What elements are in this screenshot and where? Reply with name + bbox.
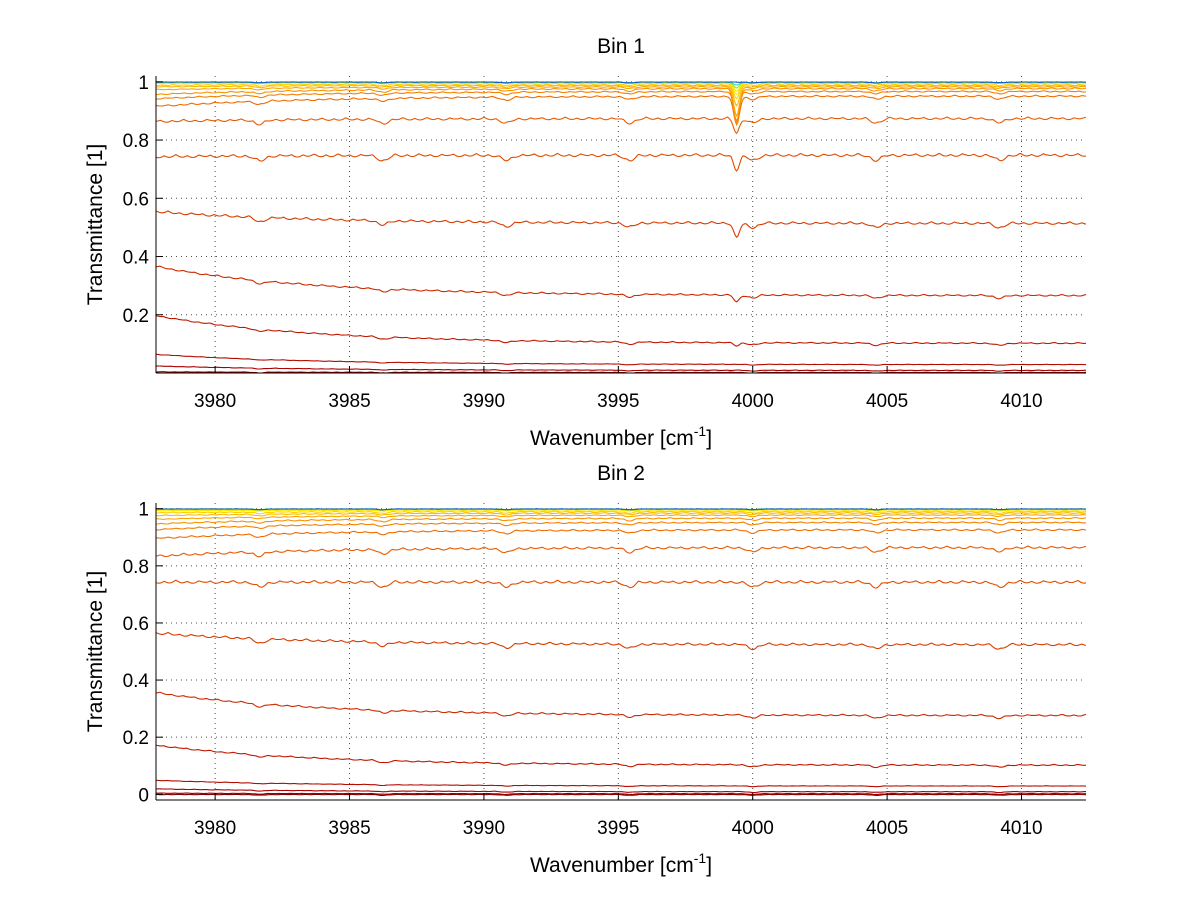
- series-line: [156, 788, 1086, 794]
- y-tick-label: 1: [138, 73, 149, 94]
- series-line: [156, 315, 1086, 347]
- plot-area: [156, 508, 1086, 796]
- series-line: [156, 793, 1086, 796]
- series-line: [156, 528, 1086, 539]
- series-line: [156, 521, 1086, 531]
- series-line: [156, 545, 1086, 558]
- series-line: [156, 87, 1086, 126]
- x-tick-label: 3980: [194, 391, 236, 412]
- series-line: [156, 116, 1086, 135]
- x-tick-label: 3995: [597, 391, 639, 412]
- plot-area: [156, 81, 1086, 373]
- series-line: [156, 512, 1086, 517]
- x-tick-label: 4010: [1000, 391, 1042, 412]
- series-line: [156, 82, 1086, 100]
- series-line: [156, 81, 1086, 84]
- x-tick-label: 4000: [732, 391, 774, 412]
- y-tick-label: 0.4: [123, 671, 150, 692]
- y-tick-label: 0.2: [123, 728, 149, 749]
- x-tick-label: 3985: [328, 391, 370, 412]
- x-tick-label: 3980: [194, 818, 236, 839]
- x-axis-label: Wavenumber [cm-1]: [530, 850, 712, 877]
- series-line: [156, 779, 1086, 788]
- y-tick-label: 0.6: [123, 614, 149, 635]
- x-tick-label: 3985: [328, 818, 370, 839]
- y-tick-label: 0.6: [123, 189, 149, 210]
- series-line: [156, 365, 1086, 372]
- y-tick-label: 0.4: [123, 248, 150, 269]
- x-tick-label: 3995: [597, 818, 639, 839]
- series-line: [156, 691, 1086, 720]
- y-tick-label: 0: [138, 785, 149, 806]
- y-tick-label: 0.2: [123, 306, 149, 327]
- y-tick-label: 1: [138, 500, 149, 521]
- x-tick-label: 4010: [1000, 818, 1042, 839]
- series-line: [156, 94, 1086, 127]
- series-line: [156, 353, 1086, 366]
- chart-bin-2: 3980 3985 3990 3995 4000 4005 4010 0 0.2 0.4 0.6 0.…: [84, 462, 1086, 877]
- x-tick-label: 4000: [732, 818, 774, 839]
- y-tick-label: 0.8: [123, 131, 149, 152]
- series-line: [156, 90, 1086, 123]
- y-axis-label: Transmittance [1]: [84, 571, 107, 732]
- series-line: [156, 510, 1086, 515]
- series-line: [156, 513, 1086, 520]
- series-line: [156, 516, 1086, 525]
- series-line: [156, 792, 1086, 796]
- chart-title: Bin 2: [597, 462, 645, 485]
- series-line: [156, 744, 1086, 769]
- x-axis-label: Wavenumber [cm-1]: [530, 423, 712, 450]
- x-tick-label: 4005: [866, 818, 908, 839]
- series-line: [156, 85, 1086, 118]
- series-line: [156, 631, 1086, 651]
- series-line: [156, 152, 1086, 172]
- y-tick-label: 0.8: [123, 557, 149, 578]
- y-axis-label: Transmittance [1]: [84, 144, 107, 305]
- x-tick-label: 4005: [866, 391, 908, 412]
- chart-bin-1: 3980 3985 3990 3995 4000 4005 4010 0.2 0.4 0.6 0.8…: [84, 35, 1086, 450]
- series-line: [156, 210, 1086, 239]
- series-line: [156, 508, 1086, 511]
- chart-title: Bin 1: [597, 35, 645, 58]
- series-line: [156, 579, 1086, 589]
- x-tick-label: 3990: [463, 818, 505, 839]
- x-tick-label: 3990: [463, 391, 505, 412]
- series-line: [156, 84, 1086, 107]
- series-line: [156, 265, 1086, 303]
